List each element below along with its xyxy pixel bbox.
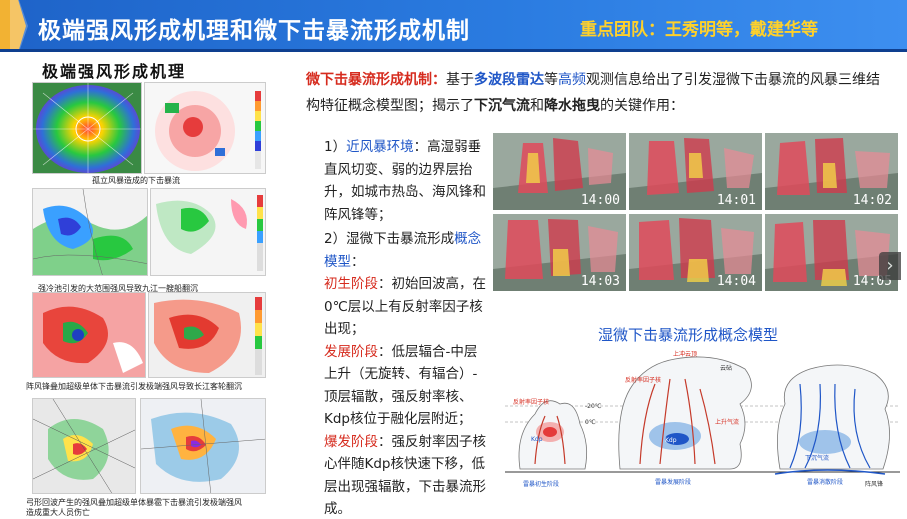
mechanism-list: 1）近风暴环境：高湿弱垂直风切变、弱的边界层抬升，如城市热岛、海风锋和阵风锋等；… [292,136,488,519]
timestamp: 14:00 [580,193,620,208]
radar-image-4b [140,398,266,494]
header-banner: 极端强风形成机理和微下击暴流形成机制 重点团队：王秀明等，戴建华等 [0,0,907,52]
radar-time-series: 14:00 14:01 14:02 14:03 14:04 14:05 [493,133,898,291]
label-overshoot: 上冲云顶 [673,350,697,358]
intro-heading: 微下击暴流形成机制： [306,72,446,88]
caption-casualties: 造成重大人员伤亡 [26,508,90,517]
radar-frame: 14:00 [493,133,626,210]
caption-cold-pool: 强冷池引发的大范围强风导致九江一艘船翻沉 [38,284,198,293]
caption-isolated-storm: 孤立风暴造成的下击暴流 [92,176,180,185]
item-environment: 1）近风暴环境：高湿弱垂直风切变、弱的边界层抬升，如城市热岛、海风锋和阵风锋等； [324,139,486,223]
intro-paragraph: 微下击暴流形成机制：基于多波段雷达等高频观测信息给出了引发湿微下击暴流的风暴三维… [306,72,880,114]
caption-gust-front: 阵风锋叠加超级单体下击暴流引发极端强风导致长江客轮翻沉 [26,382,242,391]
label-downdraft: 下沉气流 [805,454,829,462]
multi-band-radar: 多波段雷达 [474,72,544,88]
radar-image-3b [148,292,266,378]
radar-image-1a [32,82,142,174]
timestamp: 14:03 [580,274,620,289]
high-frequency: 高频 [558,72,586,88]
item-stage-development: 发展阶段：低层辐合-中层上升（无旋转、有辐合）-顶层辐散，强反射率核、Kdp核位… [324,343,478,428]
precip-drag-term: 降水拖曳 [544,98,600,114]
label-updraft: 上升气流 [715,418,739,426]
radar-image-4a [32,398,136,494]
label-anvil: 云砧 [720,364,732,372]
team-credit: 重点团队：王秀明等，戴建华等 [580,20,818,40]
label-stage3: 雷暴消散阶段 [807,478,843,486]
downdraft-term: 下沉气流 [474,98,530,114]
radar-frame: 14:04 [629,214,762,291]
header-accent-stripe-light [10,0,28,52]
label-gust: 阵风锋 [865,480,883,488]
item-stage-initial: 初生阶段：初始回波高，在0℃层以上有反射率因子核出现； [324,276,486,337]
item-concept-model: 2）湿微下击暴流形成概念模型： [324,231,482,270]
label-stage1: 雷暴初生阶段 [523,480,559,488]
left-section-title: 极端强风形成机理 [42,62,187,81]
timestamp: 14:04 [716,274,756,289]
radar-frame: 14:02 [765,133,898,210]
timestamp: 14:01 [716,193,756,208]
radar-frame: 14:03 [493,214,626,291]
label-refl-core-2: 反射率因子核 [625,376,661,384]
caption-bow-echo: 弓形回波产生的强风叠加超级单体暴雹下击暴流引发极端强风 [26,498,242,507]
slide-title: 极端强风形成机理和微下击暴流形成机制 [38,18,470,44]
radar-image-1b [144,82,266,174]
concept-model-title: 湿微下击暴流形成概念模型 [598,326,779,344]
item-stage-burst: 爆发阶段：强反射率因子核心伴随Kdp核快速下移，低层出现强辐散，下击暴流形成。 [324,433,486,518]
next-slide-button[interactable]: › [879,252,901,280]
radar-frame: 14:05 [765,214,898,291]
radar-frame: 14:01 [629,133,762,210]
radar-image-2b [150,188,266,276]
label-zero: 0℃ [585,419,596,426]
label-kdp-2: Kdp [665,437,677,444]
label-stage2: 雷暴发展阶段 [655,478,691,486]
radar-image-2a [32,188,148,276]
timestamp: 14:02 [852,193,892,208]
label-refl-core: 反射率因子核 [513,398,549,406]
label-kdp-1: Kdp [531,436,543,443]
label-minus20: -20℃ [585,403,602,410]
concept-model-diagram: 反射率因子核 Kdp 雷暴初生阶段 -20℃ 0℃ 上冲云顶 云砧 反射率因子核… [505,350,900,488]
radar-image-3a [32,292,146,378]
header-divider [0,49,907,52]
